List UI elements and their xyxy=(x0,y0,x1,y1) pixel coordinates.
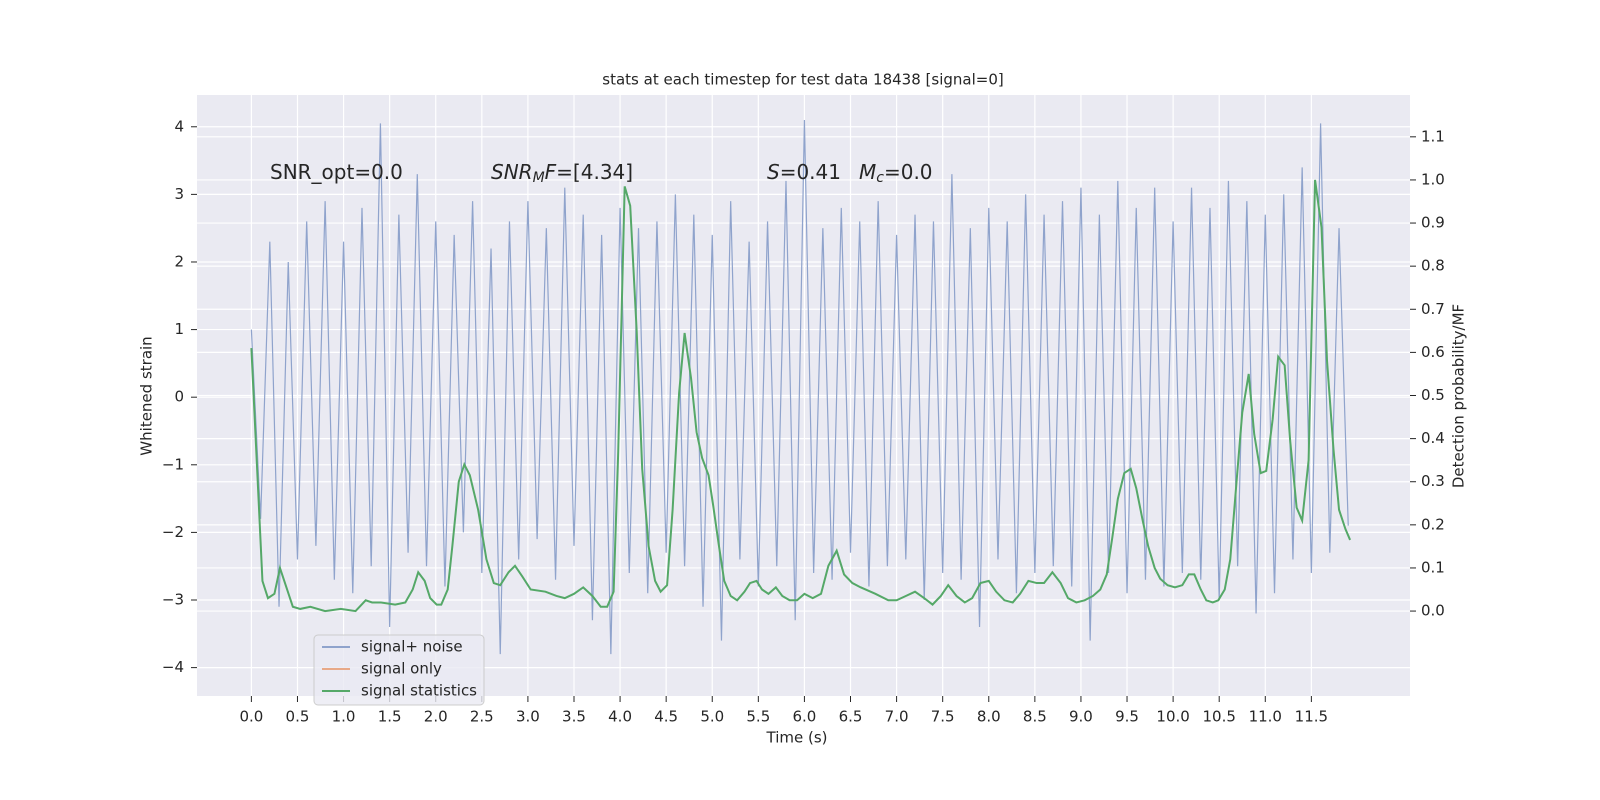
x-tick-label: 10.5 xyxy=(1202,708,1235,726)
x-tick-label: 4.5 xyxy=(654,708,678,726)
x-tick-label: 6.0 xyxy=(792,708,816,726)
x-tick-label: 9.0 xyxy=(1069,708,1093,726)
y2-tick-label: 0.5 xyxy=(1421,386,1445,404)
y2-tick-label: 1.0 xyxy=(1421,170,1445,188)
y-tick-label: 0 xyxy=(174,388,184,406)
y-tick-label: −3 xyxy=(162,591,184,609)
y-tick-label: 2 xyxy=(174,252,184,270)
annotation-part: =0.0 xyxy=(884,160,933,184)
chart-title: stats at each timestep for test data 184… xyxy=(602,71,1003,89)
annotation-part: =0.41 xyxy=(780,160,841,184)
y-tick-label: −4 xyxy=(162,658,184,676)
x-tick-label: 1.5 xyxy=(378,708,402,726)
y-axis-label: Whitened strain xyxy=(138,336,156,455)
annotation-part: F xyxy=(545,160,557,184)
legend-label: signal only xyxy=(361,660,442,678)
x-tick-label: 5.0 xyxy=(700,708,724,726)
legend-label: signal statistics xyxy=(361,682,477,700)
annotation-part: M xyxy=(859,160,876,184)
x-tick-label: 4.0 xyxy=(608,708,632,726)
x-tick-label: 9.5 xyxy=(1115,708,1139,726)
annotation: SNRMF=[4.34] xyxy=(491,160,633,187)
annotation: S=0.41 xyxy=(767,160,841,184)
x-axis-label: Time (s) xyxy=(766,729,828,747)
x-tick-label: 7.5 xyxy=(931,708,955,726)
x-tick-label: 0.0 xyxy=(239,708,263,726)
series-line xyxy=(250,119,1349,655)
y2-tick-label: 0.3 xyxy=(1421,472,1445,490)
series-line xyxy=(250,179,1352,613)
x-tick-label: 11.5 xyxy=(1295,708,1328,726)
x-tick-label: 6.5 xyxy=(839,708,863,726)
x-tick-label: 10.0 xyxy=(1156,708,1189,726)
y-tick-label: 4 xyxy=(174,117,184,135)
y2-tick-label: 0.7 xyxy=(1421,300,1445,318)
annotation-part: SNR xyxy=(491,160,533,184)
x-tick-label: 8.0 xyxy=(977,708,1001,726)
y2-tick-label: 0.4 xyxy=(1421,429,1445,447)
x-tick-label: 3.0 xyxy=(516,708,540,726)
y2-tick-label: 1.1 xyxy=(1421,127,1445,145)
annotation: SNR_opt=0.0 xyxy=(270,160,403,184)
annotation-part: c xyxy=(876,170,884,186)
y2-axis-label: Detection probability/MF xyxy=(1450,304,1468,488)
legend-label: signal+ noise xyxy=(361,638,463,656)
annotation-part: S xyxy=(767,160,780,184)
y2-tick-label: 0.2 xyxy=(1421,515,1445,533)
y-tick-label: −2 xyxy=(162,523,184,541)
legend-box xyxy=(313,634,485,706)
annotation: Mc=0.0 xyxy=(859,160,933,187)
y2-tick-label: 0.6 xyxy=(1421,343,1445,361)
y2-tick-label: 0.9 xyxy=(1421,214,1445,232)
x-tick-label: 5.5 xyxy=(746,708,770,726)
y2-tick-label: 0.1 xyxy=(1421,558,1445,576)
annotation-part: SNR_opt=0.0 xyxy=(270,160,403,184)
x-tick-label: 0.5 xyxy=(286,708,310,726)
annotation-part: =[4.34] xyxy=(556,160,633,184)
x-tick-label: 2.5 xyxy=(470,708,494,726)
y-tick-label: 3 xyxy=(174,185,184,203)
x-tick-label: 3.5 xyxy=(562,708,586,726)
y2-tick-label: 0.0 xyxy=(1421,602,1445,620)
x-tick-label: 8.5 xyxy=(1023,708,1047,726)
x-tick-label: 1.0 xyxy=(332,708,356,726)
y2-tick-label: 0.8 xyxy=(1421,257,1445,275)
x-tick-label: 11.0 xyxy=(1249,708,1282,726)
x-tick-label: 2.0 xyxy=(424,708,448,726)
y-tick-label: 1 xyxy=(174,320,184,338)
y-tick-label: −1 xyxy=(162,455,184,473)
annotation-part: M xyxy=(533,170,545,186)
x-tick-label: 7.0 xyxy=(885,708,909,726)
